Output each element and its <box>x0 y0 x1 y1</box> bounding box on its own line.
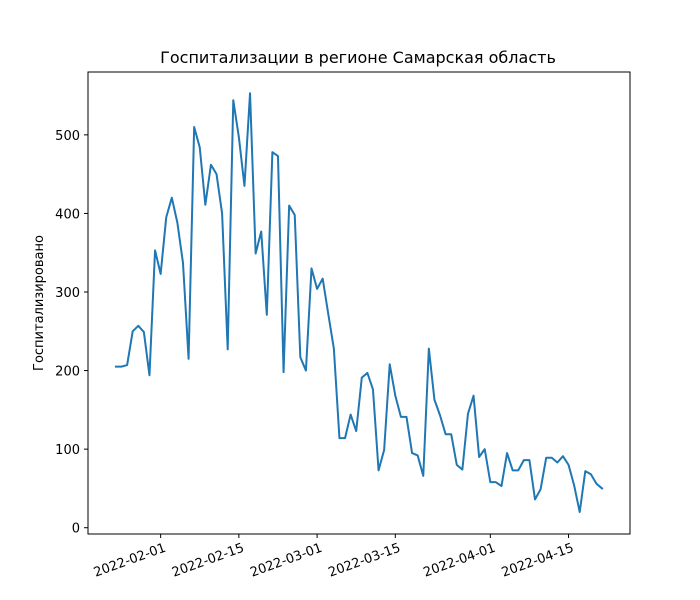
y-tick-label: 0 <box>72 522 80 537</box>
chart-title: Госпитализации в регионе Самарская облас… <box>160 48 556 67</box>
y-axis-label: Госпитализировано <box>32 235 47 371</box>
y-tick-label: 200 <box>55 365 80 380</box>
y-tick-label: 500 <box>55 129 80 144</box>
series-layer <box>114 92 604 513</box>
plot-frame <box>87 71 631 535</box>
y-tick-label: 100 <box>55 443 80 458</box>
y-tick-label: 300 <box>55 286 80 301</box>
series-line-0 <box>114 92 604 513</box>
y-tick-label: 400 <box>55 207 80 222</box>
